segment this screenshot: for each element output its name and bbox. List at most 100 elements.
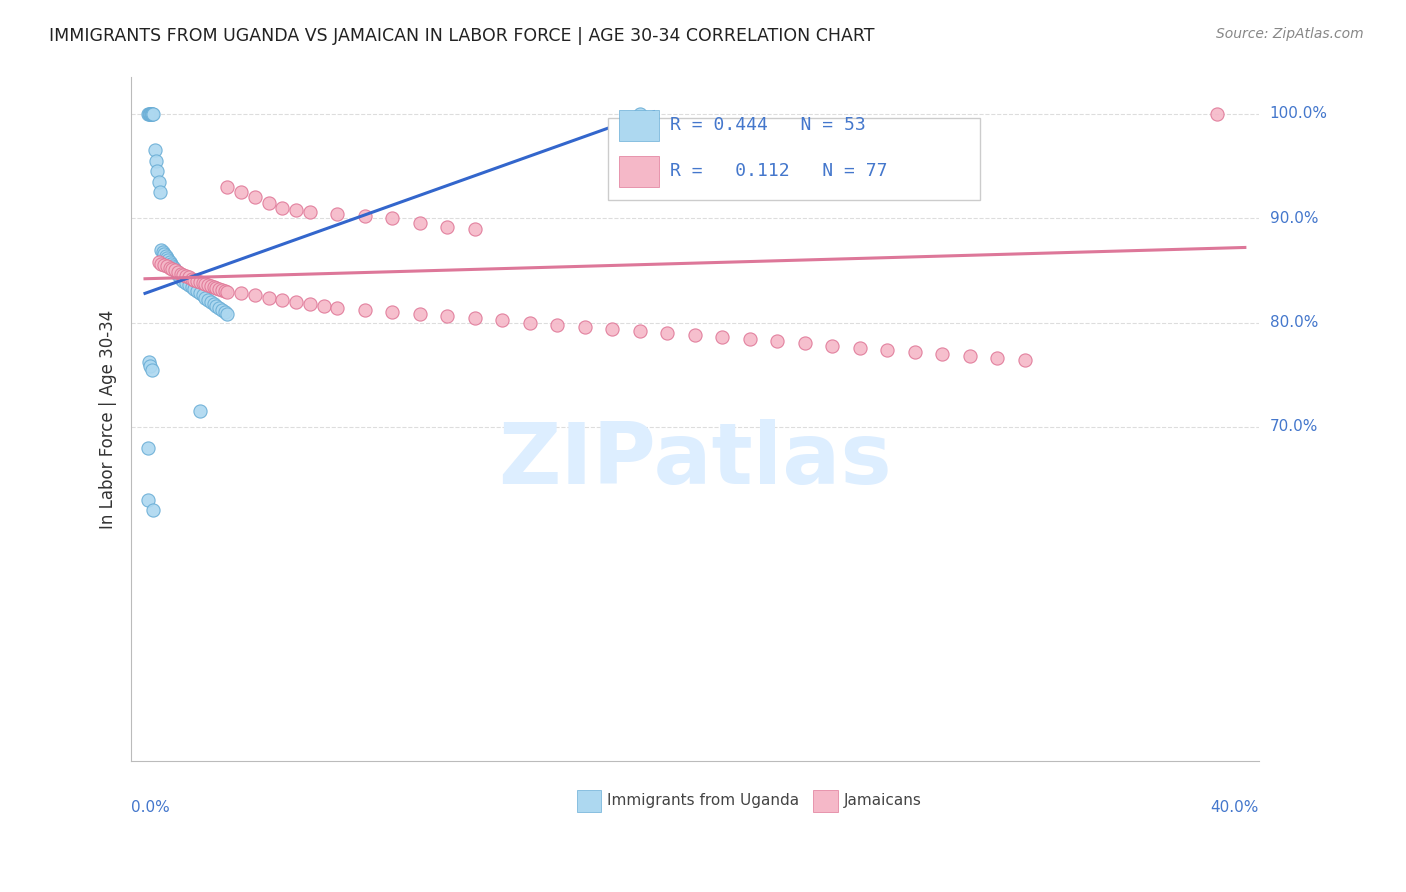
Point	[173, 274, 195, 288]
Point	[243, 190, 266, 204]
Point	[271, 293, 294, 307]
Point	[163, 261, 186, 276]
Point	[271, 201, 294, 215]
Point	[177, 278, 200, 293]
Point	[211, 283, 233, 297]
Point	[766, 334, 789, 349]
Point	[214, 285, 236, 299]
Point	[165, 263, 187, 277]
Text: Jamaicans: Jamaicans	[844, 794, 921, 808]
Point	[162, 262, 184, 277]
Point	[139, 107, 162, 121]
Point	[142, 503, 165, 517]
Point	[159, 255, 181, 269]
Point	[602, 322, 624, 336]
Point	[464, 311, 486, 326]
Y-axis label: In Labor Force | Age 30-34: In Labor Force | Age 30-34	[100, 310, 117, 529]
Point	[876, 343, 898, 357]
Point	[464, 221, 486, 235]
Point	[183, 282, 205, 296]
Point	[208, 301, 231, 315]
Point	[959, 349, 981, 363]
Point	[142, 107, 165, 121]
Point	[312, 299, 335, 313]
Point	[217, 307, 239, 321]
Point	[231, 286, 253, 301]
Text: ZIPatlas: ZIPatlas	[498, 418, 891, 501]
Point	[326, 301, 349, 315]
Point	[409, 307, 432, 321]
Point	[243, 288, 266, 302]
Point	[141, 107, 163, 121]
Point	[191, 276, 214, 290]
Point	[150, 257, 173, 271]
Point	[153, 258, 176, 272]
Point	[155, 249, 177, 263]
Text: 80.0%: 80.0%	[1270, 315, 1317, 330]
Point	[1014, 353, 1036, 368]
Point	[197, 293, 219, 307]
Point	[141, 362, 163, 376]
Point	[197, 278, 219, 293]
Point	[159, 261, 181, 276]
Text: 90.0%: 90.0%	[1270, 211, 1319, 226]
FancyBboxPatch shape	[576, 790, 602, 812]
Point	[381, 211, 404, 226]
Point	[162, 259, 184, 273]
Point	[180, 280, 202, 294]
Point	[188, 404, 211, 418]
Point	[409, 217, 432, 231]
Point	[214, 305, 236, 319]
Point	[211, 303, 233, 318]
Point	[152, 244, 174, 259]
Point	[298, 205, 321, 219]
Point	[821, 338, 844, 352]
Point	[217, 180, 239, 194]
Point	[173, 268, 195, 282]
Point	[738, 332, 761, 346]
Point	[628, 324, 651, 338]
Point	[285, 202, 308, 217]
FancyBboxPatch shape	[620, 111, 659, 141]
Point	[183, 273, 205, 287]
Point	[138, 107, 160, 121]
Point	[931, 347, 953, 361]
Point	[285, 294, 308, 309]
Point	[139, 107, 162, 121]
Point	[188, 275, 211, 289]
Text: 70.0%: 70.0%	[1270, 419, 1317, 434]
FancyBboxPatch shape	[620, 156, 659, 186]
Text: 40.0%: 40.0%	[1211, 799, 1258, 814]
Point	[170, 267, 193, 281]
Point	[136, 492, 159, 507]
Text: Immigrants from Uganda: Immigrants from Uganda	[607, 794, 799, 808]
Point	[186, 285, 208, 299]
Point	[257, 195, 280, 210]
Point	[986, 351, 1008, 365]
Point	[139, 107, 162, 121]
Point	[149, 185, 172, 199]
Point	[157, 252, 180, 267]
Text: IMMIGRANTS FROM UGANDA VS JAMAICAN IN LABOR FORCE | AGE 30-34 CORRELATION CHART: IMMIGRANTS FROM UGANDA VS JAMAICAN IN LA…	[49, 27, 875, 45]
Text: 0.0%: 0.0%	[131, 799, 170, 814]
Point	[194, 291, 217, 305]
Point	[546, 318, 568, 332]
Text: Source: ZipAtlas.com: Source: ZipAtlas.com	[1216, 27, 1364, 41]
Point	[194, 277, 217, 291]
Point	[217, 285, 239, 300]
Point	[174, 268, 197, 283]
Point	[849, 341, 872, 355]
Point	[205, 281, 228, 295]
Point	[180, 272, 202, 286]
Point	[202, 280, 225, 294]
Point	[205, 299, 228, 313]
Point	[208, 282, 231, 296]
Point	[153, 246, 176, 260]
Point	[148, 255, 170, 269]
Point	[436, 219, 458, 234]
Point	[138, 355, 160, 369]
Text: R =   0.112   N = 77: R = 0.112 N = 77	[671, 162, 887, 180]
Point	[165, 263, 187, 277]
Point	[150, 243, 173, 257]
Point	[166, 265, 188, 279]
